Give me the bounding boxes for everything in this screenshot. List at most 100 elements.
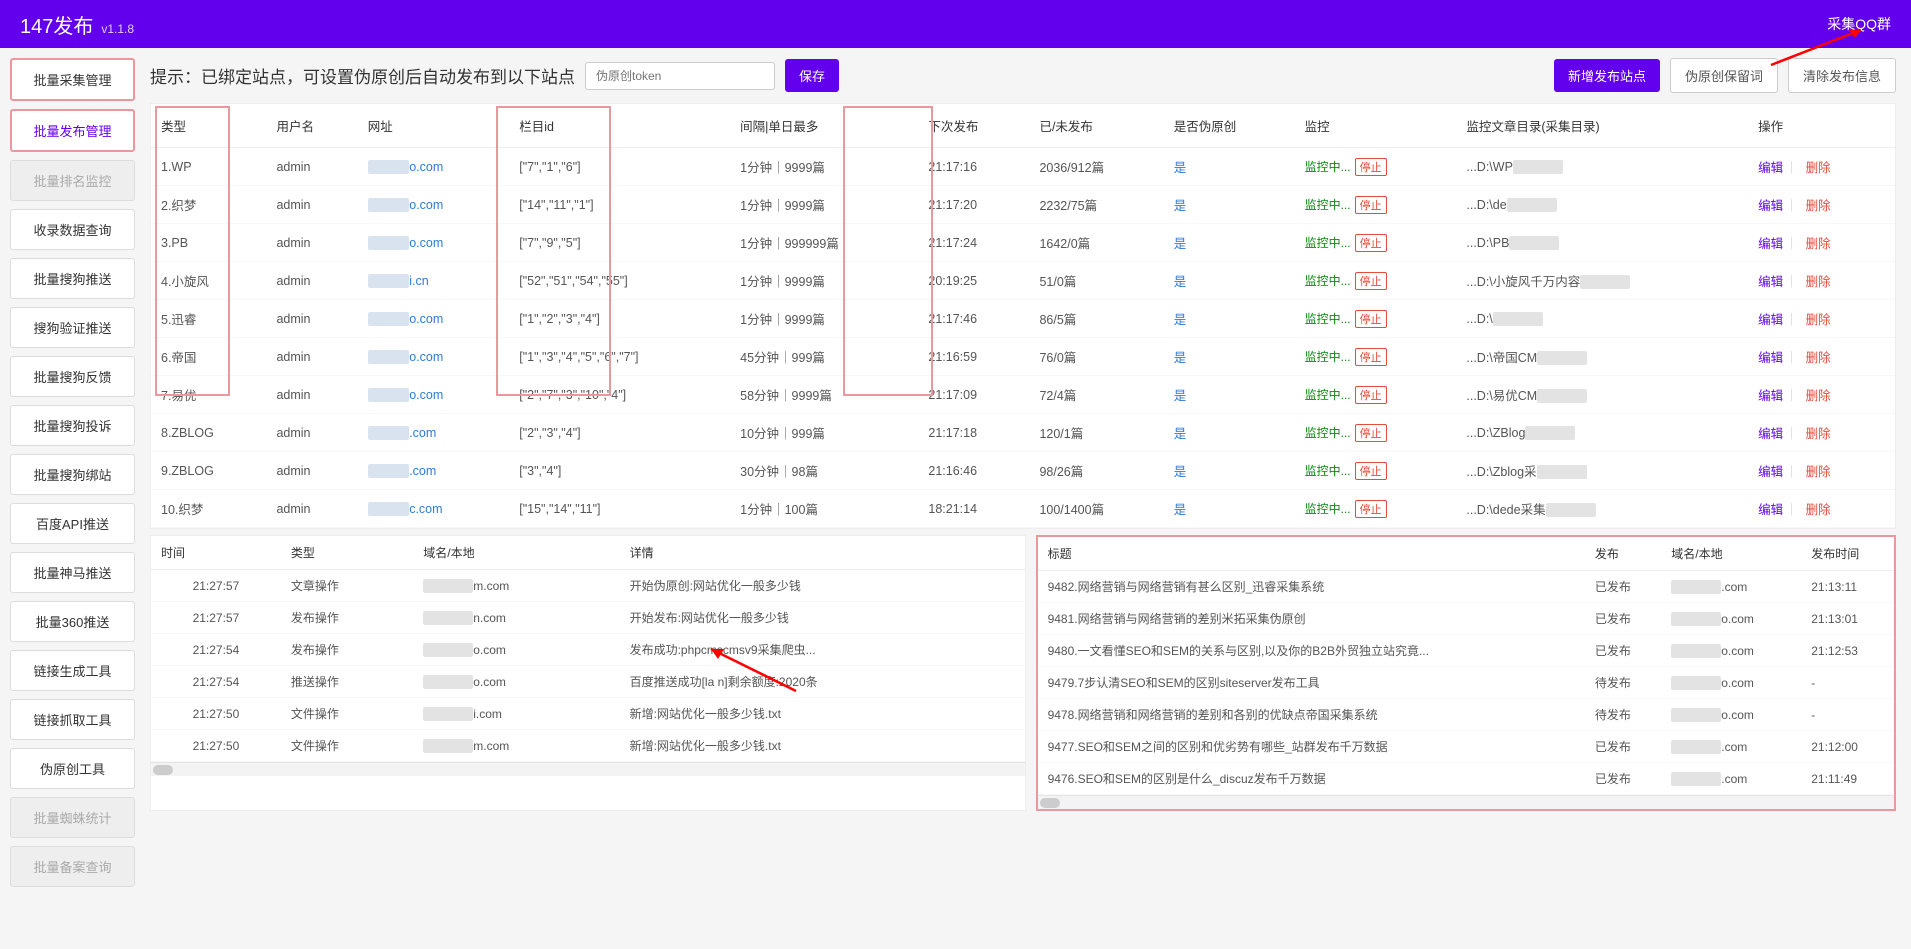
cell-col: ["7","9","5"] [509,224,730,262]
cell-next: 21:16:46 [918,452,1029,490]
edit-link[interactable]: 编辑 [1758,351,1783,365]
cell-type: 8.ZBLOG [151,414,266,452]
edit-link[interactable]: 编辑 [1758,313,1783,327]
stop-button[interactable]: 停止 [1355,158,1387,176]
edit-link[interactable]: 编辑 [1758,503,1783,517]
log-domain: xxxxo.com [1661,603,1801,635]
sidebar-item-2: 批量排名监控 [10,160,135,201]
sidebar-item-8[interactable]: 批量搜狗绑站 [10,454,135,495]
log-row: 9477.SEO和SEM之间的区别和优劣势有哪些_站群发布千万数据已发布xxxx… [1038,731,1894,763]
delete-link[interactable]: 删除 [1806,313,1831,327]
log-time: 21:27:57 [151,570,281,602]
delete-link[interactable]: 删除 [1806,389,1831,403]
stop-button[interactable]: 停止 [1355,462,1387,480]
sidebar-item-11[interactable]: 批量360推送 [10,601,135,642]
cell-url[interactable]: xxxxxxo.com [358,300,510,338]
delete-link[interactable]: 删除 [1806,427,1831,441]
cell-user: admin [266,376,357,414]
scroll-bar-right[interactable] [1038,795,1894,809]
cell-type: 6.帝国 [151,338,266,376]
cell-interval: 1分钟｜9999篇 [730,300,918,338]
log-detail: 发布成功:phpcmscmsv9采集爬虫... [620,634,1025,666]
edit-link[interactable]: 编辑 [1758,237,1783,251]
delete-link[interactable]: 删除 [1806,161,1831,175]
sidebar-item-4[interactable]: 批量搜狗推送 [10,258,135,299]
delete-link[interactable]: 删除 [1806,199,1831,213]
log-pub: 待发布 [1585,667,1661,699]
cell-dir: ...D:\Zblog采xxxx [1456,452,1748,490]
sidebar-item-7[interactable]: 批量搜狗投诉 [10,405,135,446]
sidebar-item-1[interactable]: 批量发布管理 [10,109,135,152]
cell-dir: ...D:\小旋风千万内容xxxx [1456,262,1748,300]
sidebar-item-12[interactable]: 链接生成工具 [10,650,135,691]
cell-type: 3.PB [151,224,266,262]
sidebar-item-6[interactable]: 批量搜狗反馈 [10,356,135,397]
delete-link[interactable]: 删除 [1806,351,1831,365]
edit-link[interactable]: 编辑 [1758,199,1783,213]
token-input[interactable] [585,62,775,90]
table-row: 2.织梦adminxxxxxxo.com["14","11","1"]1分钟｜9… [151,186,1895,224]
cell-ops: 编辑｜删除 [1748,338,1895,376]
cell-type: 1.WP [151,148,266,186]
log-row: 21:27:57文章操作xxxxm.com开始伪原创:网站优化一般多少钱 [151,570,1025,602]
edit-link[interactable]: 编辑 [1758,275,1783,289]
sidebar-item-3[interactable]: 收录数据查询 [10,209,135,250]
stop-button[interactable]: 停止 [1355,500,1387,518]
delete-link[interactable]: 删除 [1806,237,1831,251]
edit-link[interactable]: 编辑 [1758,389,1783,403]
log-left-panel: 时间类型域名/本地详情 21:27:57文章操作xxxxm.com开始伪原创:网… [150,535,1026,811]
col-header: 发布时间 [1801,537,1894,571]
delete-link[interactable]: 删除 [1806,275,1831,289]
log-pub: 待发布 [1585,699,1661,731]
sidebar-item-13[interactable]: 链接抓取工具 [10,699,135,740]
edit-link[interactable]: 编辑 [1758,465,1783,479]
stop-button[interactable]: 停止 [1355,424,1387,442]
cell-url[interactable]: xxxxxxo.com [358,148,510,186]
stop-button[interactable]: 停止 [1355,386,1387,404]
log-type: 文章操作 [281,570,413,602]
reserve-word-button[interactable]: 伪原创保留词 [1670,58,1778,93]
sidebar-item-5[interactable]: 搜狗验证推送 [10,307,135,348]
scroll-bar-left[interactable] [151,762,1025,776]
cell-url[interactable]: xxxxxxo.com [358,338,510,376]
sidebar-item-9[interactable]: 百度API推送 [10,503,135,544]
cell-url[interactable]: xxxxxxi.cn [358,262,510,300]
log-detail: 开始发布:网站优化一般多少钱 [620,602,1025,634]
save-button[interactable]: 保存 [785,59,839,92]
cell-fake: 是 [1164,376,1295,414]
col-header: 已/未发布 [1029,104,1163,148]
col-header: 间隔|单日最多 [730,104,918,148]
stop-button[interactable]: 停止 [1355,272,1387,290]
add-site-button[interactable]: 新增发布站点 [1554,59,1660,92]
sidebar-item-14[interactable]: 伪原创工具 [10,748,135,789]
cell-url[interactable]: xxxxxxc.com [358,490,510,528]
cell-done: 120/1篇 [1029,414,1163,452]
stop-button[interactable]: 停止 [1355,234,1387,252]
sidebar-item-0[interactable]: 批量采集管理 [10,58,135,101]
stop-button[interactable]: 停止 [1355,196,1387,214]
log-pubtime: 21:12:00 [1801,731,1894,763]
log-row: 9476.SEO和SEM的区别是什么_discuz发布千万数据已发布xxxx.c… [1038,763,1894,795]
cell-fake: 是 [1164,300,1295,338]
sidebar-item-10[interactable]: 批量神马推送 [10,552,135,593]
cell-ops: 编辑｜删除 [1748,490,1895,528]
clear-info-button[interactable]: 清除发布信息 [1788,58,1896,93]
cell-next: 21:17:09 [918,376,1029,414]
delete-link[interactable]: 删除 [1806,503,1831,517]
cell-url[interactable]: xxxxxxo.com [358,186,510,224]
log-title: 9481.网络营销与网络营销的差别米拓采集伪原创 [1038,603,1585,635]
edit-link[interactable]: 编辑 [1758,427,1783,441]
stop-button[interactable]: 停止 [1355,348,1387,366]
qq-group-link[interactable]: 采集QQ群 [1827,14,1891,34]
cell-dir: ...D:\易优CMxxxx [1456,376,1748,414]
edit-link[interactable]: 编辑 [1758,161,1783,175]
stop-button[interactable]: 停止 [1355,310,1387,328]
cell-url[interactable]: xxxxxxo.com [358,224,510,262]
cell-url[interactable]: xxxxxxo.com [358,376,510,414]
cell-user: admin [266,414,357,452]
cell-url[interactable]: xxxxxx.com [358,452,510,490]
cell-url[interactable]: xxxxxx.com [358,414,510,452]
cell-ops: 编辑｜删除 [1748,186,1895,224]
delete-link[interactable]: 删除 [1806,465,1831,479]
cell-done: 2036/912篇 [1029,148,1163,186]
